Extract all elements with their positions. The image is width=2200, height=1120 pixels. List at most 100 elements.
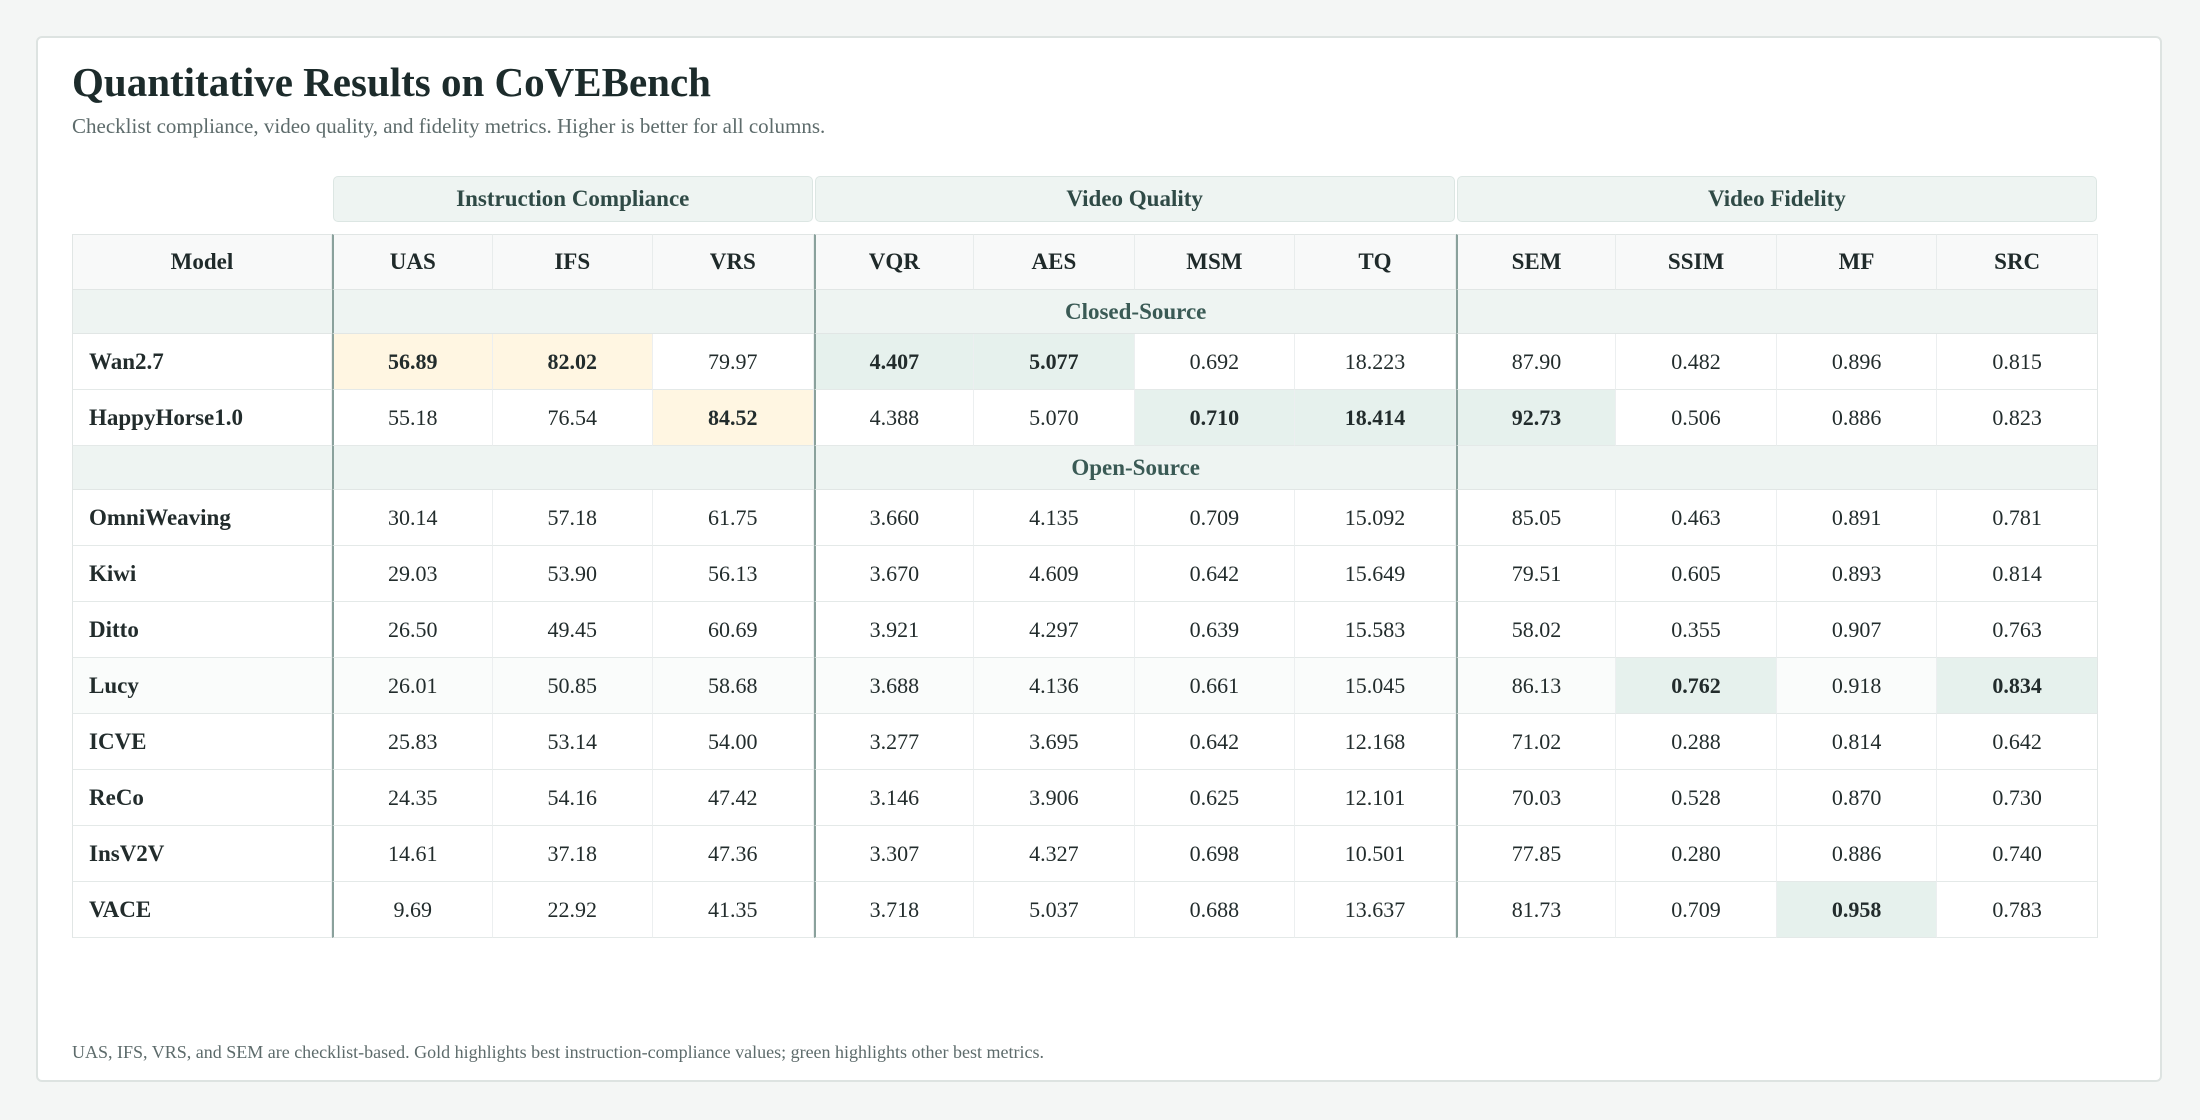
section-blank	[1455, 446, 2098, 490]
cell-tq: 15.092	[1295, 490, 1456, 546]
table-row: HappyHorse1.0 55.18 76.54 84.52 4.388 5.…	[72, 390, 2098, 446]
cell-uas: 30.14	[331, 490, 493, 546]
cell-msm: 0.710	[1134, 390, 1296, 446]
model-name: ICVE	[72, 714, 332, 770]
cell-vrs: 41.35	[653, 882, 814, 938]
cell-ssim: 0.762	[1616, 658, 1777, 714]
cell-src: 0.783	[1937, 882, 2098, 938]
cell-msm: 0.625	[1134, 770, 1296, 826]
group-label-instruction-compliance: Instruction Compliance	[332, 176, 813, 222]
group-header-video-quality: Video Quality	[814, 176, 1456, 234]
table-row: Kiwi 29.03 53.90 56.13 3.670 4.609 0.642…	[72, 546, 2098, 602]
cell-ssim: 0.355	[1616, 602, 1777, 658]
cell-sem: 58.02	[1455, 602, 1617, 658]
cell-sem: 92.73	[1455, 390, 1617, 446]
column-header-vrs: VRS	[653, 234, 814, 290]
cell-aes: 5.037	[974, 882, 1135, 938]
section-label-open-source: Open-Source	[813, 446, 1456, 490]
cell-src: 0.815	[1937, 334, 2098, 390]
cell-uas: 25.83	[331, 714, 493, 770]
model-name: InsV2V	[72, 826, 332, 882]
column-header-src: SRC	[1937, 234, 2098, 290]
cell-msm: 0.661	[1134, 658, 1296, 714]
cell-ssim: 0.709	[1616, 882, 1777, 938]
cell-uas: 29.03	[331, 546, 493, 602]
cell-vqr: 4.388	[813, 390, 975, 446]
cell-sem: 87.90	[1455, 334, 1617, 390]
cell-aes: 5.077	[974, 334, 1135, 390]
cell-mf: 0.893	[1776, 546, 1938, 602]
cell-vrs: 58.68	[653, 658, 814, 714]
results-table: Instruction Compliance Video Quality Vid…	[72, 176, 2098, 938]
cell-src: 0.740	[1937, 826, 2098, 882]
cell-aes: 5.070	[974, 390, 1135, 446]
cell-sem: 77.85	[1455, 826, 1617, 882]
group-header-video-fidelity: Video Fidelity	[1456, 176, 2098, 234]
table-row: ReCo 24.35 54.16 47.42 3.146 3.906 0.625…	[72, 770, 2098, 826]
cell-sem: 79.51	[1455, 546, 1617, 602]
model-name: VACE	[72, 882, 332, 938]
table-row: OmniWeaving 30.14 57.18 61.75 3.660 4.13…	[72, 490, 2098, 546]
cell-tq: 15.583	[1295, 602, 1456, 658]
cell-src: 0.763	[1937, 602, 2098, 658]
cell-tq: 18.414	[1295, 390, 1456, 446]
model-name: OmniWeaving	[72, 490, 332, 546]
cell-vrs: 61.75	[653, 490, 814, 546]
cell-aes: 4.609	[974, 546, 1135, 602]
column-header-model: Model	[72, 234, 332, 290]
column-header-uas: UAS	[331, 234, 493, 290]
cell-mf: 0.886	[1776, 390, 1938, 446]
section-blank	[72, 290, 332, 334]
cell-tq: 15.649	[1295, 546, 1456, 602]
cell-vqr: 3.277	[813, 714, 975, 770]
cell-vqr: 4.407	[813, 334, 975, 390]
model-name: HappyHorse1.0	[72, 390, 332, 446]
cell-mf: 0.814	[1776, 714, 1938, 770]
cell-vqr: 3.921	[813, 602, 975, 658]
cell-ifs: 57.18	[492, 490, 654, 546]
cell-mf: 0.958	[1776, 882, 1938, 938]
cell-mf: 0.870	[1776, 770, 1938, 826]
cell-src: 0.814	[1937, 546, 2098, 602]
cell-sem: 70.03	[1455, 770, 1617, 826]
cell-ssim: 0.482	[1616, 334, 1777, 390]
cell-msm: 0.642	[1134, 546, 1296, 602]
cell-vrs: 54.00	[653, 714, 814, 770]
cell-mf: 0.907	[1776, 602, 1938, 658]
column-header-sem: SEM	[1455, 234, 1617, 290]
column-header-row: Model UAS IFS VRS VQR AES MSM TQ SEM SSI…	[72, 234, 2098, 290]
cell-src: 0.823	[1937, 390, 2098, 446]
cell-uas: 56.89	[331, 334, 493, 390]
cell-tq: 13.637	[1295, 882, 1456, 938]
cell-ifs: 22.92	[492, 882, 654, 938]
cell-vrs: 47.36	[653, 826, 814, 882]
cell-ssim: 0.280	[1616, 826, 1777, 882]
cell-src: 0.834	[1937, 658, 2098, 714]
group-label-video-quality: Video Quality	[814, 176, 1455, 222]
cell-msm: 0.688	[1134, 882, 1296, 938]
cell-msm: 0.642	[1134, 714, 1296, 770]
cell-vqr: 3.146	[813, 770, 975, 826]
cell-msm: 0.639	[1134, 602, 1296, 658]
results-card: Quantitative Results on CoVEBench Checkl…	[36, 36, 2162, 1082]
cell-vrs: 79.97	[653, 334, 814, 390]
cell-uas: 26.01	[331, 658, 493, 714]
section-row-open-source: Open-Source	[72, 446, 2098, 490]
cell-vqr: 3.670	[813, 546, 975, 602]
cell-ssim: 0.605	[1616, 546, 1777, 602]
cell-sem: 71.02	[1455, 714, 1617, 770]
cell-vqr: 3.718	[813, 882, 975, 938]
cell-ifs: 37.18	[492, 826, 654, 882]
cell-mf: 0.886	[1776, 826, 1938, 882]
column-header-vqr: VQR	[813, 234, 975, 290]
page-subtitle: Checklist compliance, video quality, and…	[72, 114, 826, 138]
cell-msm: 0.709	[1134, 490, 1296, 546]
cell-ssim: 0.506	[1616, 390, 1777, 446]
cell-sem: 86.13	[1455, 658, 1617, 714]
table-row: Wan2.7 56.89 82.02 79.97 4.407 5.077 0.6…	[72, 334, 2098, 390]
cell-mf: 0.891	[1776, 490, 1938, 546]
section-row-closed-source: Closed-Source	[72, 290, 2098, 334]
cell-sem: 81.73	[1455, 882, 1617, 938]
cell-ifs: 76.54	[492, 390, 654, 446]
column-header-mf: MF	[1776, 234, 1938, 290]
